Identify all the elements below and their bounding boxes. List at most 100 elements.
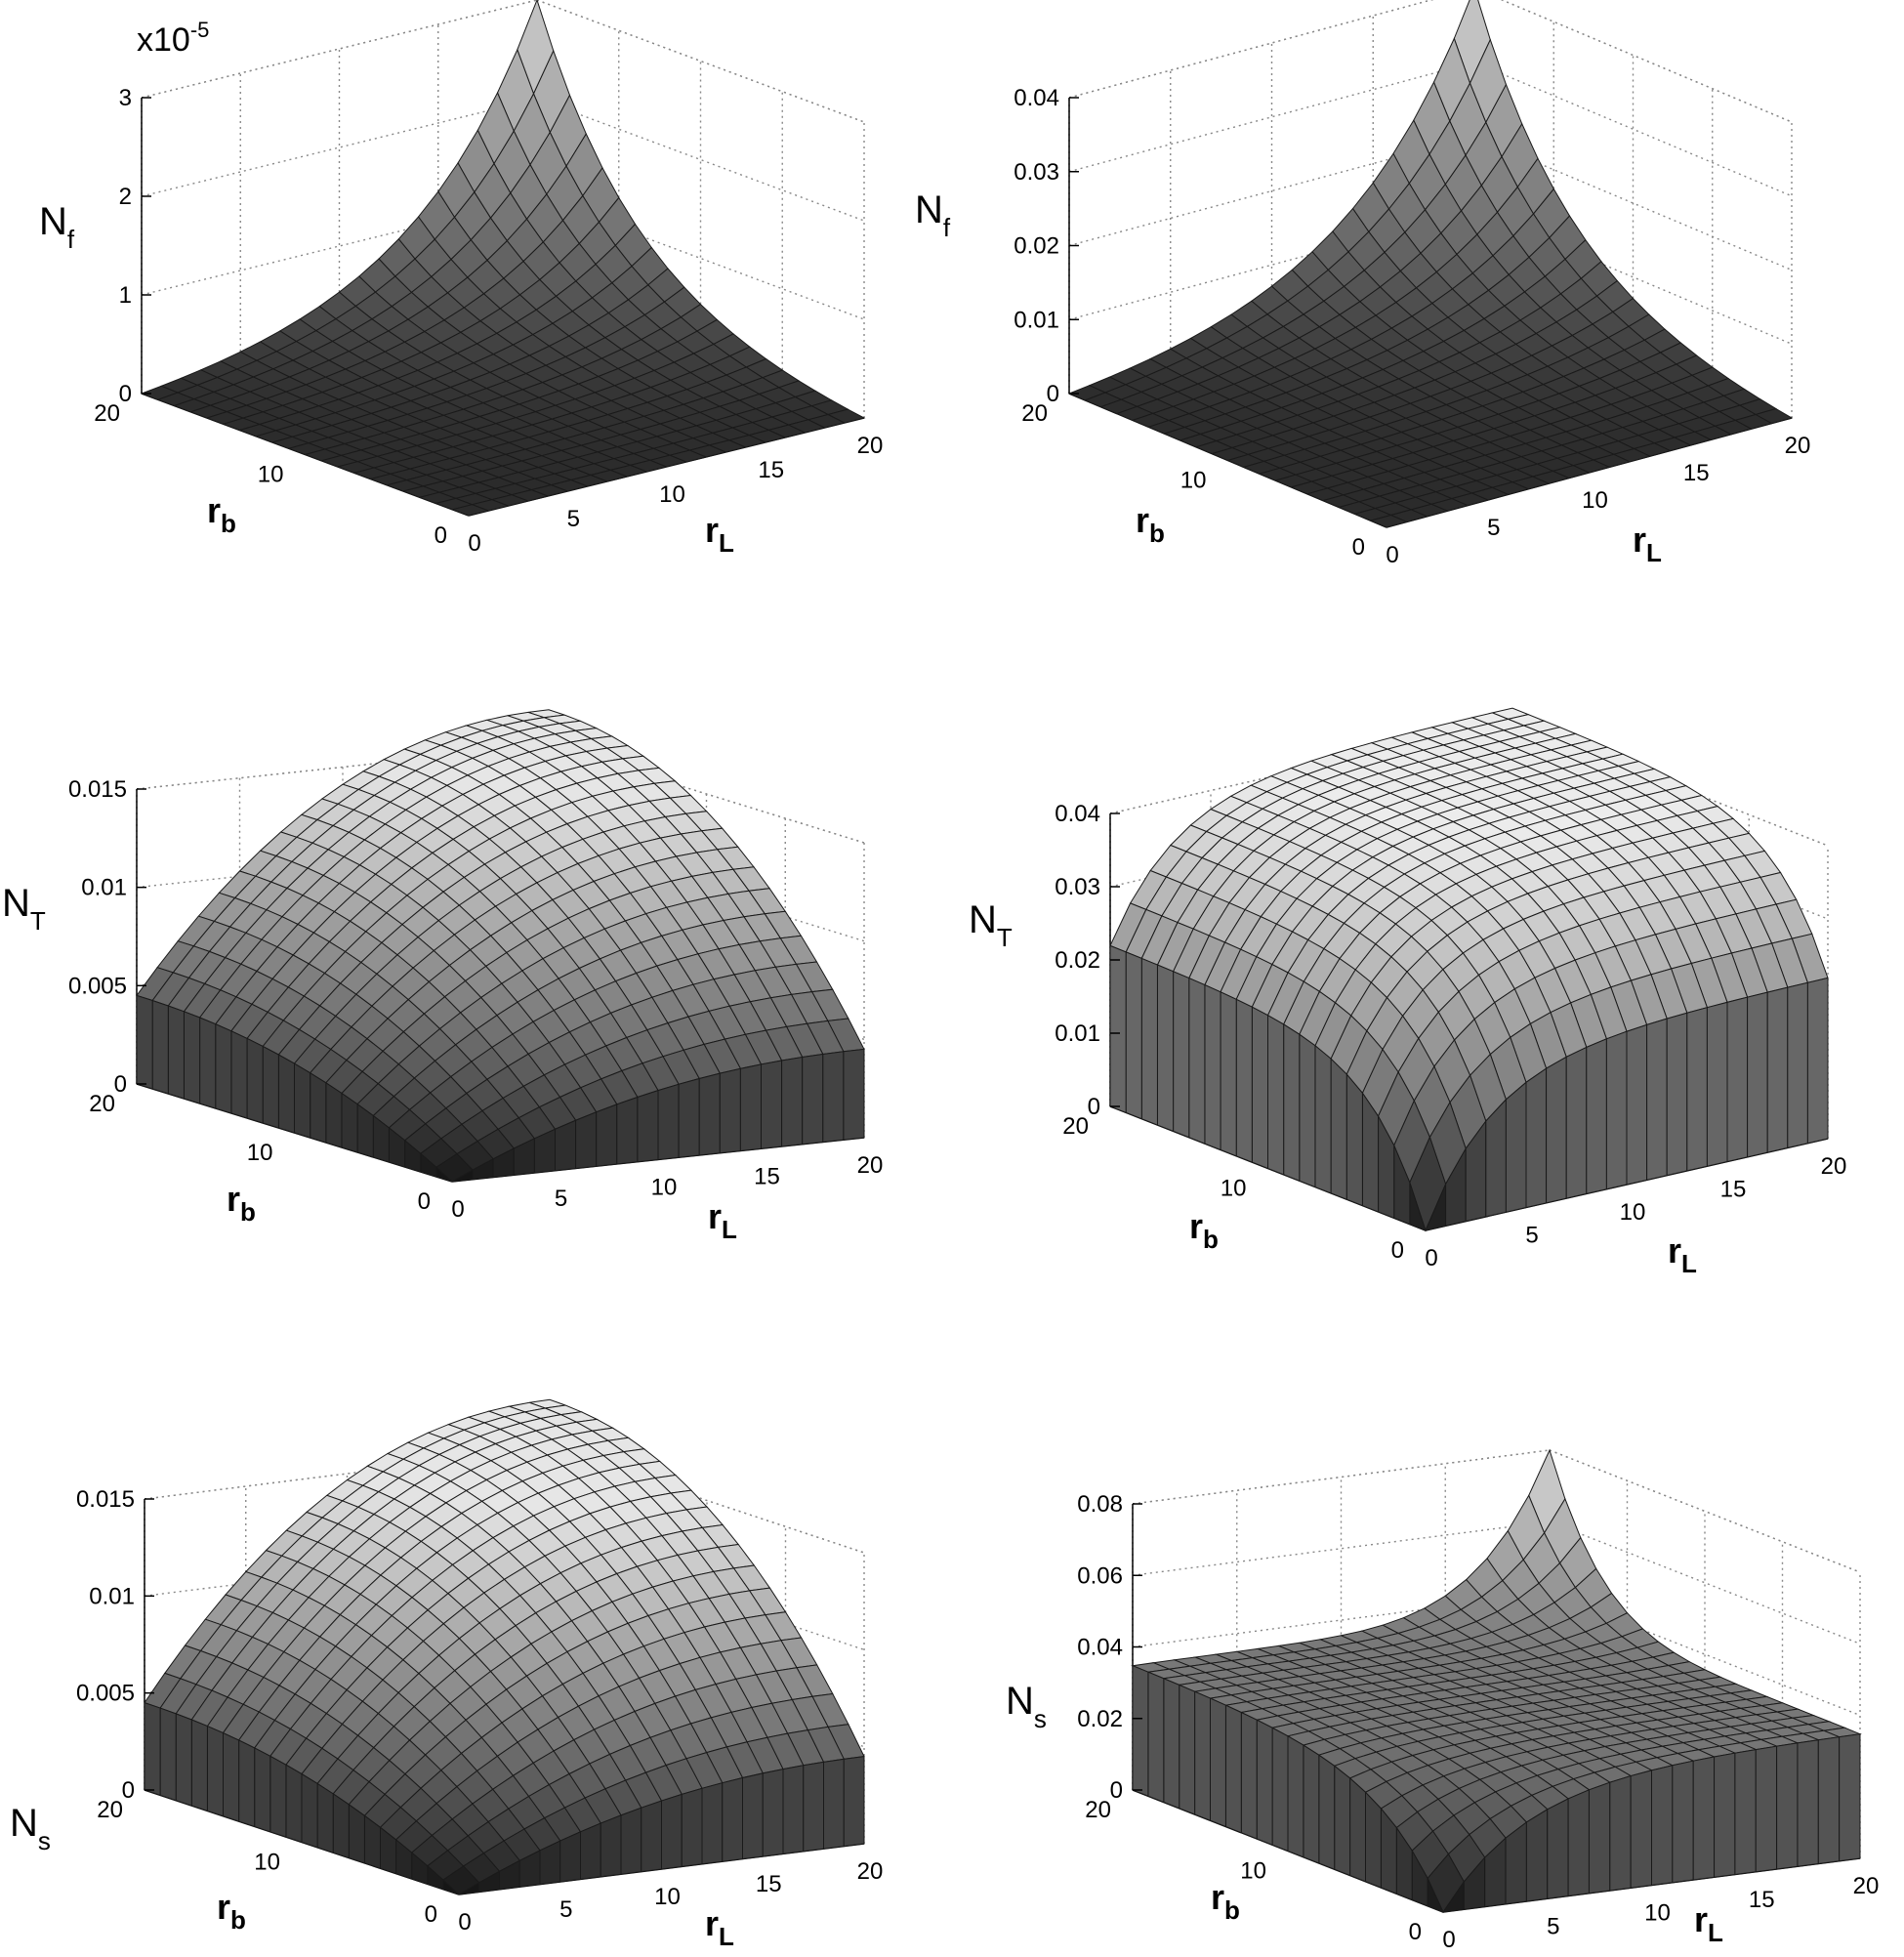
x-tick-label: 15: [1749, 1887, 1775, 1913]
x-tick-label: 5: [1547, 1913, 1559, 1939]
skirt-cell: [167, 1005, 185, 1100]
z-tick-label: 0.005: [68, 973, 127, 999]
x-tick-label: 15: [1720, 1177, 1747, 1203]
z-scale-exponent: x10-5: [137, 18, 209, 59]
skirt-cell: [1686, 1007, 1708, 1172]
y-tick-label: 0: [418, 1188, 431, 1215]
x-tick-label: 15: [1683, 460, 1710, 486]
y-tick-label: 20: [94, 400, 120, 427]
skirt-cell: [199, 1017, 217, 1109]
z-axis-label: NT: [969, 898, 1013, 952]
y-tick-label: 10: [1221, 1176, 1247, 1202]
skirt-cell: [782, 1765, 805, 1854]
y-tick-label: 20: [97, 1797, 123, 1823]
skirt-cell: [596, 1103, 618, 1167]
skirt-cell: [238, 1739, 256, 1828]
skirt-cell: [144, 1701, 161, 1797]
skirt-cell: [262, 1045, 279, 1129]
skirt-cell: [1626, 1023, 1648, 1186]
skirt-cell: [1224, 1704, 1242, 1834]
z-tick-label: 0: [119, 381, 132, 407]
skirt-cell: [1666, 1012, 1688, 1177]
surface-skirt: [1132, 1664, 1861, 1913]
skirt-cell: [301, 1772, 318, 1849]
skirt-cell: [761, 1060, 783, 1149]
y-axis-label: rb: [1136, 500, 1165, 548]
y-tick-label: 20: [1062, 1113, 1089, 1140]
skirt-cell: [1567, 1789, 1590, 1897]
x-tick-label: 10: [1644, 1900, 1671, 1927]
y-tick-label: 0: [425, 1901, 437, 1928]
skirt-cell: [701, 1782, 724, 1865]
skirt-cell: [316, 1782, 334, 1853]
surface-cell: [1369, 514, 1409, 528]
x-tick-label: 10: [1582, 487, 1608, 514]
skirt-cell: [1714, 1752, 1736, 1878]
x-tick-label: 5: [1525, 1223, 1538, 1249]
z-axis-label: Nf: [39, 200, 75, 254]
skirt-cell: [1766, 986, 1789, 1153]
surface-mesh: [1067, 0, 1794, 528]
skirt-cell: [1586, 1038, 1607, 1195]
skirt-cell: [1630, 1770, 1652, 1889]
skirt-cell: [1188, 977, 1206, 1145]
skirt-cell: [1345, 1072, 1363, 1207]
skirt-cell: [215, 1022, 232, 1114]
z-tick-label: 0: [1047, 381, 1059, 407]
y-tick-label: 20: [89, 1091, 115, 1117]
z-tick-label: 0.015: [68, 776, 127, 803]
skirt-cell: [1334, 1765, 1351, 1877]
skirt-cell: [1547, 1798, 1569, 1899]
skirt-cell: [285, 1764, 303, 1844]
y-tick-label: 10: [258, 462, 284, 488]
x-axis-label: rL: [1694, 1899, 1723, 1947]
skirt-cell: [1132, 1664, 1149, 1797]
skirt-cell: [332, 1792, 350, 1859]
x-axis-label: rL: [705, 1903, 734, 1951]
skirt-cell: [246, 1037, 264, 1124]
z-tick-label: 0: [122, 1777, 135, 1804]
skirt-cell: [843, 1756, 865, 1848]
y-tick-label: 0: [435, 522, 447, 549]
skirt-cell: [269, 1755, 287, 1838]
x-tick-label: 20: [857, 433, 884, 459]
skirt-cell: [1303, 1744, 1320, 1864]
z-tick-label: 0.015: [76, 1486, 135, 1513]
skirt-cell: [620, 1807, 642, 1875]
x-tick-label: 20: [857, 1152, 884, 1179]
skirt-cell: [1609, 1774, 1632, 1892]
skirt-cell: [616, 1096, 639, 1165]
skirt-cell: [1505, 1081, 1527, 1213]
skirt-cell: [1706, 1001, 1728, 1167]
z-tick-label: 0.01: [1014, 307, 1059, 333]
skirt-cell: [1565, 1046, 1588, 1199]
skirt-cell: [1806, 977, 1829, 1145]
skirt-cell: [175, 1713, 192, 1807]
skirt-cell: [1156, 964, 1175, 1133]
z-tick-label: 0.04: [1014, 85, 1059, 111]
y-tick-label: 10: [1180, 468, 1207, 494]
skirt-cell: [822, 1051, 845, 1144]
x-tick-label: 20: [1785, 433, 1811, 459]
skirt-cell: [151, 999, 169, 1095]
z-tick-label: 0.02: [1014, 233, 1059, 260]
skirt-cell: [681, 1787, 703, 1867]
x-tick-label: 5: [1487, 515, 1500, 541]
skirt-cell: [1787, 981, 1808, 1149]
skirt-cell: [1109, 944, 1127, 1114]
z-axis-label: Ns: [10, 1802, 51, 1855]
skirt-cell: [1651, 1765, 1674, 1887]
skirt-cell: [1525, 1808, 1549, 1902]
z-tick-label: 2: [119, 184, 132, 210]
skirt-cell: [1314, 1044, 1332, 1194]
skirt-cell: [1525, 1067, 1548, 1209]
skirt-cell: [1240, 1711, 1258, 1840]
surface-mesh: [140, 0, 866, 517]
y-tick-label: 0: [1409, 1919, 1422, 1945]
x-tick-label: 0: [1442, 1927, 1455, 1953]
